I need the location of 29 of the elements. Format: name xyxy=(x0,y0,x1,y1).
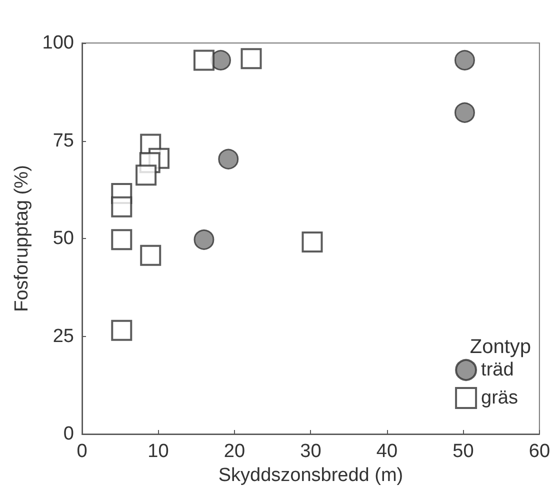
legend-label: gräs xyxy=(481,388,518,408)
x-tick-label: 40 xyxy=(376,441,398,462)
legend-title: Zontyp xyxy=(470,336,532,358)
point xyxy=(140,244,162,266)
point xyxy=(193,50,214,71)
x-tick-label: 10 xyxy=(148,441,169,462)
y-tick-label: 50 xyxy=(52,228,74,249)
x-axis-title: Skyddszonsbredd (m) xyxy=(218,464,404,486)
point xyxy=(111,229,132,250)
point xyxy=(194,229,214,250)
point xyxy=(111,196,132,218)
x-tick-label: 20 xyxy=(224,441,246,462)
x-tick-label: 0 xyxy=(76,441,88,462)
y-tick-label: 75 xyxy=(52,130,74,152)
point xyxy=(454,50,475,70)
x-tick-label: 60 xyxy=(528,441,550,462)
point xyxy=(218,148,239,170)
y-tick-label: 0 xyxy=(63,424,74,444)
y-axis-title: Fosforupptag (%) xyxy=(11,165,32,312)
legend-label: träd xyxy=(481,360,514,380)
point xyxy=(111,320,132,341)
point xyxy=(302,232,323,253)
x-tick-label: 50 xyxy=(452,441,474,462)
point xyxy=(136,164,157,186)
x-tick-label: 30 xyxy=(300,441,322,462)
y-tick-label: 100 xyxy=(42,32,74,54)
point xyxy=(454,102,475,123)
y-tick-label: 25 xyxy=(52,326,74,347)
point xyxy=(240,48,262,70)
